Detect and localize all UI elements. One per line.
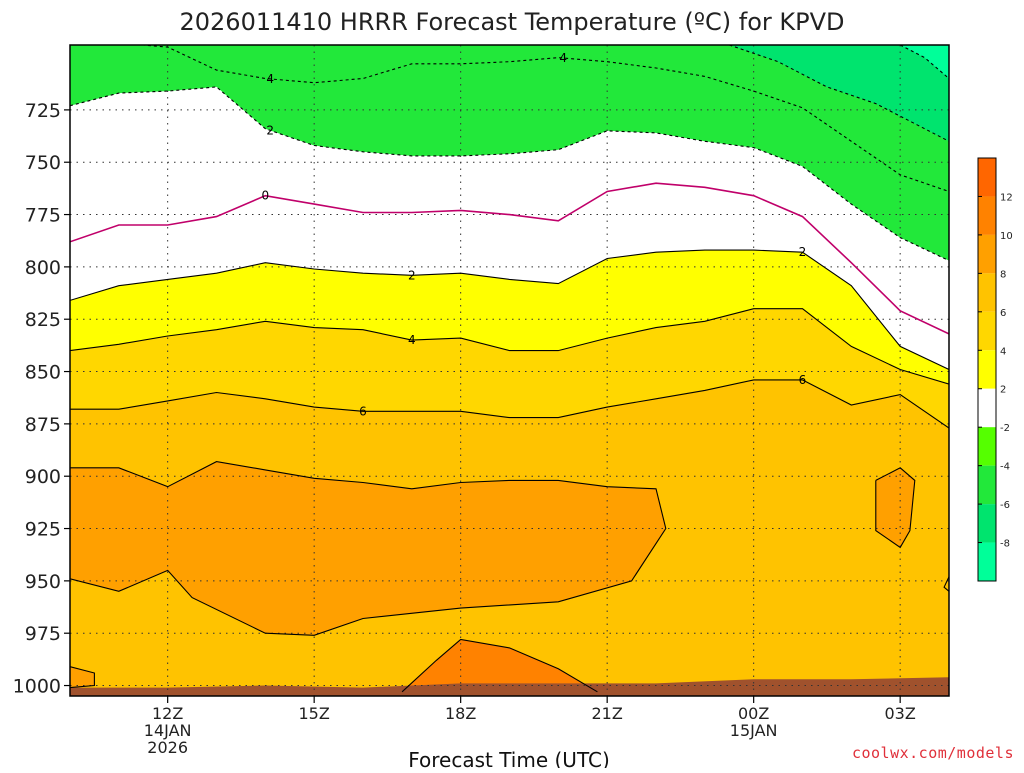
x-tick-label: 2026 — [147, 738, 188, 757]
x-tick-label: 12Z — [152, 704, 183, 723]
colorbar-frame — [977, 157, 997, 582]
contour-line-8 — [875, 467, 916, 549]
contour-line-2 — [70, 249, 949, 370]
colorbar-bin — [978, 504, 996, 543]
contour-line-minus4 — [70, 45, 949, 193]
contour-line-8 — [70, 461, 667, 636]
y-tick-label: 800 — [25, 257, 61, 279]
colorbar: 12 10 8 6 4 2 -2 -4 -6 -8 — [977, 157, 1013, 582]
fill-region-8-to-10-main — [70, 461, 666, 636]
contour-line-8 — [70, 666, 95, 689]
contour-line-6 — [70, 379, 949, 429]
colorbar-bin — [978, 465, 996, 505]
colorbar-tick-label: 12 — [1000, 192, 1013, 203]
y-axis: 725 750 775 800 825 850 875 900 925 950 975 1000 — [13, 100, 70, 698]
contour-label: 6 — [799, 373, 807, 387]
x-tick-label: 15Z — [299, 704, 330, 723]
y-tick-label: 775 — [25, 205, 61, 227]
contour-label: 4 — [408, 333, 416, 347]
y-tick-label: 725 — [25, 100, 61, 122]
contour-label-text: 4 — [559, 51, 567, 65]
surface-layer — [70, 677, 949, 696]
contour-label-text: 6 — [359, 404, 367, 418]
contour-label: 2 — [799, 245, 807, 259]
colorbar-bin — [978, 427, 996, 466]
contour-line-8 — [943, 576, 949, 592]
y-tick-label: 825 — [25, 309, 61, 331]
x-tick-label: 00Z — [738, 704, 769, 723]
x-tick-label: 03Z — [885, 704, 916, 723]
x-tick-label: 21Z — [592, 704, 623, 723]
x-axis-label: Forecast Time (UTC) — [408, 748, 610, 768]
contour-label: 2 — [408, 268, 416, 282]
y-tick-label: 1000 — [13, 676, 61, 698]
colorbar-tick-label: -2 — [1000, 423, 1010, 434]
contour-label: 2 — [266, 123, 274, 137]
y-tick-label: 875 — [25, 414, 61, 436]
y-tick-label: 850 — [25, 362, 61, 384]
fill-region-10-to-12 — [402, 639, 598, 692]
fill-band-minus6-to-minus4 — [70, 45, 949, 192]
x-tick-label: 18Z — [445, 704, 476, 723]
fill-band-minus8-to-minus6-top — [729, 45, 949, 142]
chart-title: 2026011410 HRRR Forecast Temperature (ºC… — [179, 8, 844, 36]
contour-line-10 — [401, 638, 598, 693]
contour-label-text: 4 — [408, 333, 416, 347]
fill-band-minus10-to-minus8-top — [900, 45, 949, 79]
colorbar-bin — [978, 196, 996, 235]
contour-label: 6 — [359, 404, 367, 418]
colorbar-bin — [978, 350, 996, 389]
colorbar-tick-label: 6 — [1000, 308, 1006, 319]
colorbar-bin — [978, 234, 996, 274]
colorbar-bin — [978, 388, 996, 428]
colorbar-tick-label: -8 — [1000, 539, 1010, 550]
x-tick-label: 15JAN — [730, 721, 778, 740]
temperature-fill-layer — [70, 45, 949, 696]
y-tick-label: 950 — [25, 571, 61, 593]
contour-label: 4 — [266, 72, 274, 86]
credit-text: coolwx.com/models — [851, 744, 1014, 762]
contour-label-text: 2 — [266, 123, 274, 137]
y-tick-label: 925 — [25, 519, 61, 541]
y-tick-label: 750 — [25, 152, 61, 174]
colorbar-tick-label: -6 — [1000, 500, 1010, 511]
contour-line-minus4 — [899, 45, 949, 79]
surface-ground — [70, 677, 949, 696]
colorbar-bin — [978, 158, 996, 197]
contour-line-minus6 — [729, 45, 949, 142]
colorbar-tick-label: 8 — [1000, 269, 1006, 280]
contour-line-0 — [70, 182, 949, 335]
contour-label-text: 4 — [266, 72, 274, 86]
colorbar-tick-label: 2 — [1000, 385, 1006, 396]
contour-label-text: 2 — [408, 268, 416, 282]
contour-label-text: 2 — [799, 245, 807, 259]
y-tick-label: 900 — [25, 466, 61, 488]
colorbar-tick-label: 4 — [1000, 346, 1006, 357]
colorbar-tick-label: 10 — [1000, 231, 1013, 242]
colorbar-bin — [978, 542, 996, 581]
x-tick-label: 14JAN — [144, 721, 192, 740]
contour-label: 0 — [262, 189, 270, 203]
contour-label-text: 6 — [799, 373, 807, 387]
contour-line-4 — [70, 308, 949, 385]
contour-label: 4 — [559, 51, 567, 65]
contour-label-text: 0 — [262, 189, 270, 203]
colorbar-tick-label: -4 — [1000, 462, 1010, 473]
plot-frame — [69, 44, 950, 697]
y-tick-label: 975 — [25, 623, 61, 645]
colorbar-bin — [978, 273, 996, 312]
grid-layer — [70, 45, 949, 696]
fill-region-8-to-10-east — [875, 467, 915, 548]
colorbar-bin — [978, 311, 996, 351]
contour-label-layer: 4 4 2 0 2 2 4 6 6 — [262, 51, 807, 418]
contour-line-layer — [70, 45, 949, 693]
